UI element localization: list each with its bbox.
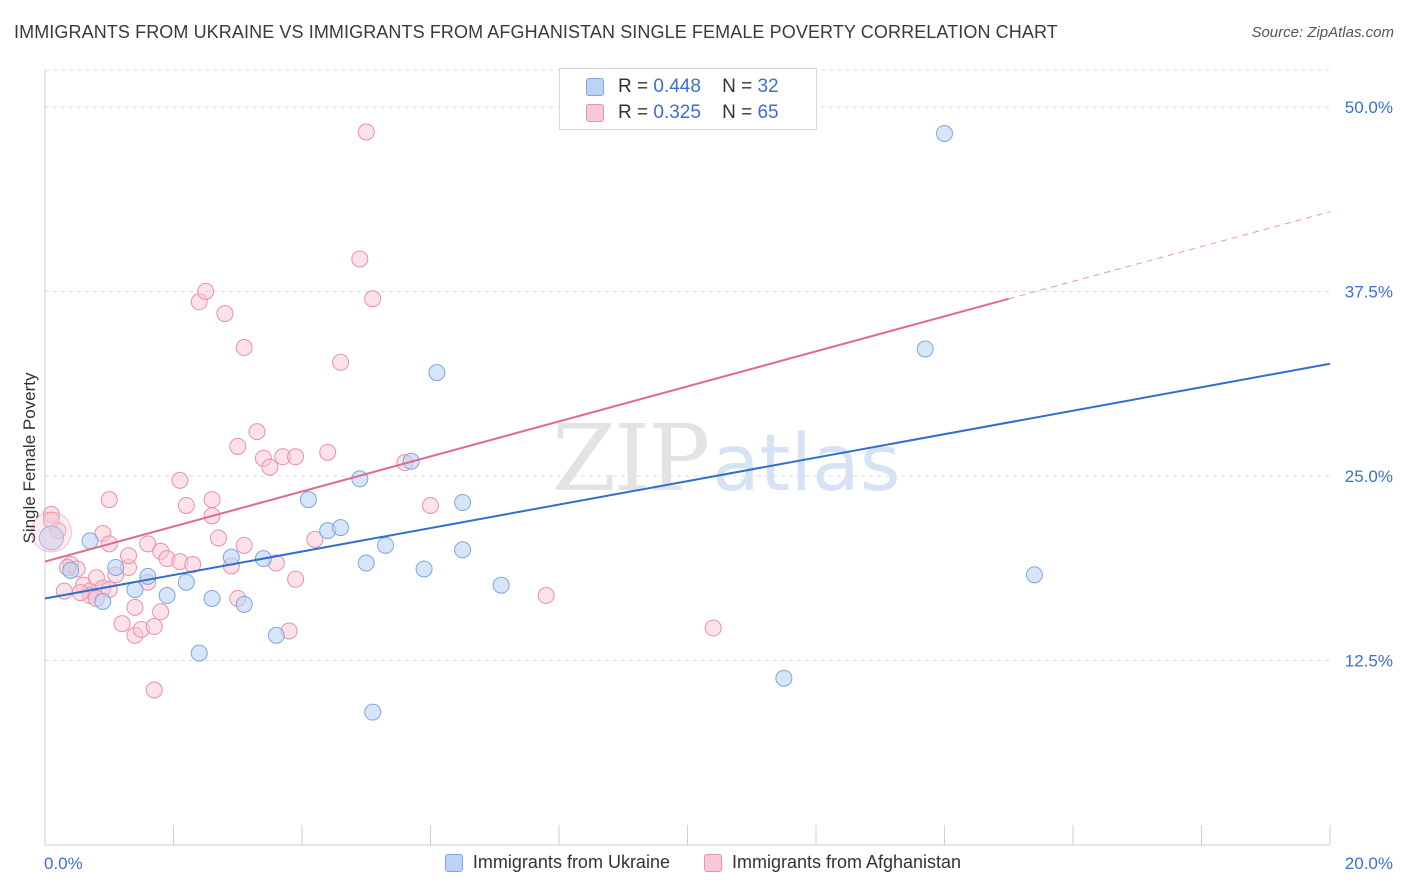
series-legend: Immigrants from Ukraine Immigrants from … [0,852,1406,873]
afghanistan-point [171,471,189,489]
watermark-zip: ZIP [552,405,708,512]
afghanistan-point [704,619,722,637]
afghanistan-point [145,618,163,636]
afghanistan-point [332,353,350,371]
ukraine-point [428,364,446,382]
stats-legend: R = 0.448 N = 32 R = 0.325 N = 65 [559,68,817,130]
afghanistan-point [537,587,555,605]
ukraine-point [94,592,112,610]
r-label: R = [618,76,649,97]
y-tick-label: 50.0% [1345,98,1393,117]
ukraine-legend-swatch [444,853,463,872]
afghanistan-n-value: 65 [757,102,779,123]
afghanistan-point [100,491,118,509]
data-points [30,123,1043,721]
grid [45,69,1330,661]
ukraine-point [916,340,934,358]
y-tick-label: 25.0% [1345,467,1393,486]
afghanistan-point [287,448,305,466]
ukraine-r-value: 0.448 [653,76,701,97]
x-tick-label: 0.0% [44,854,83,873]
afghanistan-point [177,496,195,514]
ukraine-point [454,494,472,512]
afghanistan-point [422,496,439,514]
chart-title: IMMIGRANTS FROM UKRAINE VS IMMIGRANTS FR… [14,22,1058,42]
ukraine-point [107,558,125,576]
afghanistan-trend-extension [1008,211,1331,300]
ukraine-point [62,561,80,579]
ukraine-swatch [586,78,604,96]
afghanistan-point [319,443,337,461]
legend-label-afghanistan: Immigrants from Afghanistan [731,852,962,872]
ukraine-point [235,595,253,613]
ukraine-point [364,703,382,721]
afghanistan-point [235,339,253,357]
afghanistan-point [120,547,138,565]
y-tick-label: 12.5% [1345,651,1393,670]
afghanistan-point [351,250,369,268]
afghanistan-point [261,458,279,476]
ukraine-point [177,573,195,591]
ukraine-point [158,587,176,605]
y-tick-label: 37.5% [1345,282,1393,301]
ukraine-trend-line [44,362,1331,600]
legend-item-ukraine[interactable]: Immigrants from Ukraine [444,852,670,873]
ukraine-point [38,525,64,551]
afghanistan-point-large [30,511,72,553]
afghanistan-point [152,603,170,621]
afghanistan-point [197,282,215,300]
afghanistan-point [203,491,221,509]
afghanistan-point [184,556,202,574]
x-tick-label: 20.0% [1345,854,1393,873]
ukraine-point [357,554,375,572]
afghanistan-r-value: 0.325 [653,102,701,123]
ukraine-point [299,491,317,509]
watermark-atlas: atlas [712,419,901,509]
afghanistan-point [139,535,157,553]
ukraine-n-value: 32 [757,76,779,97]
ukraine-point [775,669,793,687]
n-label: N = [722,102,753,123]
ukraine-point [190,644,208,662]
legend-item-afghanistan[interactable]: Immigrants from Afghanistan [703,852,962,873]
afghanistan-point [216,305,234,323]
afghanistan-point [113,615,131,633]
afghanistan-point [235,536,253,554]
afghanistan-trend-line [44,297,1010,563]
legend-label-ukraine: Immigrants from Ukraine [472,852,670,872]
afghanistan-point [357,123,375,141]
ukraine-point [454,541,472,559]
ukraine-point [377,536,395,554]
ukraine-point [267,626,285,644]
afghanistan-point [364,290,382,308]
afghanistan-point [145,681,163,699]
ukraine-point [332,519,350,537]
ukraine-point [415,560,433,578]
trend-lines [44,211,1331,600]
axes [44,70,1331,846]
source-label: Source: ZipAtlas.com [1251,24,1394,41]
afghanistan-legend-swatch [703,853,722,872]
ukraine-point [81,532,99,550]
ukraine-point [139,567,157,585]
ukraine-point [492,576,510,594]
ukraine-point [936,124,953,142]
tick-labels: 12.5% 25.0% 37.5% 50.0% 0.0% 20.0% [44,98,1393,873]
afghanistan-point [306,530,324,548]
y-axis-label: Single Female Poverty [20,372,39,544]
ukraine-point [1025,566,1043,584]
afghanistan-point [248,423,266,441]
afghanistan-point [126,598,144,616]
r-label: R = [618,102,649,123]
afghanistan-point [209,529,227,547]
watermark: ZIP atlas [552,405,901,512]
afghanistan-swatch [586,104,604,122]
afghanistan-point [229,437,247,455]
ukraine-point [203,589,221,607]
afghanistan-point [287,570,305,588]
n-label: N = [722,76,753,97]
